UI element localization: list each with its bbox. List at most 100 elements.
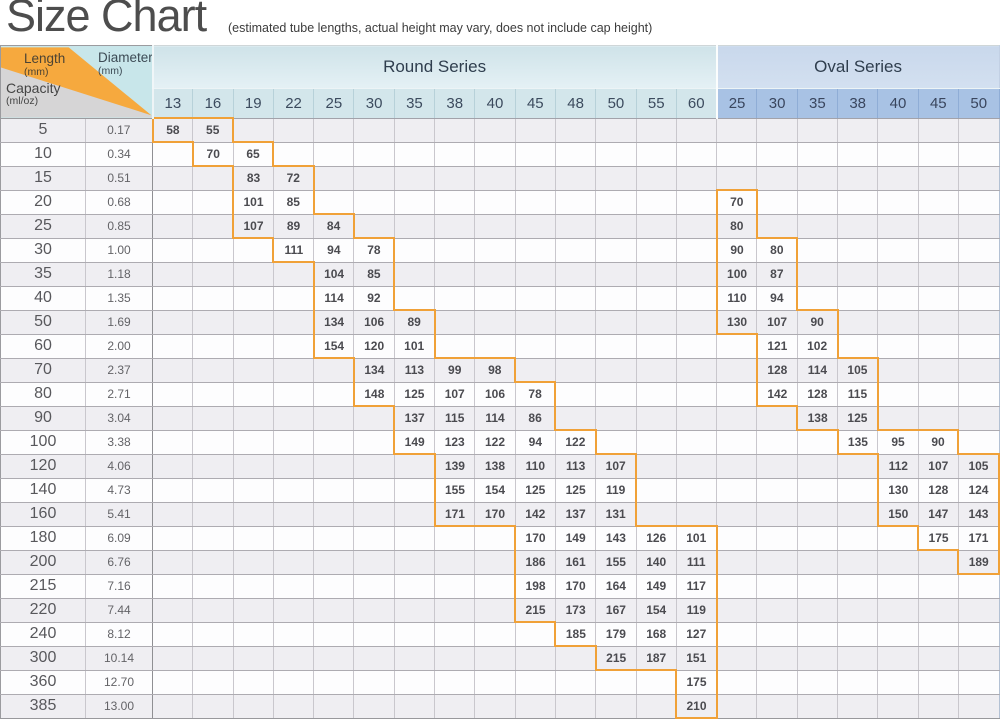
- empty-cell: [474, 525, 516, 551]
- empty-cell: [877, 285, 919, 311]
- empty-cell: [917, 645, 959, 671]
- oval-diameter-col-50: 50: [957, 88, 1000, 119]
- empty-cell: [393, 597, 436, 623]
- tube-length-cell: 111: [272, 237, 315, 263]
- tube-length-cell: 134: [312, 309, 355, 335]
- empty-cell: [434, 621, 476, 647]
- tube-length-cell: 179: [595, 621, 637, 647]
- empty-cell: [232, 621, 274, 647]
- tube-length-cell: 102: [796, 333, 839, 359]
- tube-length-cell: 115: [434, 405, 476, 431]
- tube-length-cell: 85: [272, 189, 315, 215]
- tube-length-cell: 120: [353, 333, 395, 359]
- tube-length-cell: 119: [595, 477, 638, 503]
- empty-cell: [192, 189, 234, 215]
- capacity-oz-cell: 0.34: [85, 141, 153, 167]
- tube-length-cell: 126: [635, 525, 677, 551]
- empty-cell: [756, 429, 798, 455]
- empty-cell: [796, 549, 839, 575]
- empty-cell: [957, 165, 1000, 191]
- tube-length-cell: 148: [352, 381, 395, 407]
- tube-length-cell: 107: [434, 381, 476, 407]
- capacity-row-220: 220 7.44 215 173 167 154 119: [0, 597, 1000, 623]
- tube-length-cell: 187: [635, 645, 677, 671]
- empty-cell: [957, 285, 1000, 311]
- empty-cell: [917, 117, 959, 143]
- empty-cell: [474, 261, 516, 287]
- empty-cell: [635, 477, 677, 503]
- capacity-ml-cell: 40: [0, 285, 86, 311]
- empty-cell: [313, 357, 355, 383]
- empty-cell: [393, 669, 436, 695]
- length-label: Length (mm): [24, 51, 66, 78]
- tube-length-cell: 105: [957, 453, 1000, 479]
- empty-cell: [635, 165, 677, 191]
- empty-cell: [837, 333, 879, 359]
- empty-cell: [192, 549, 234, 575]
- round-diameter-col-38: 38: [434, 88, 476, 119]
- empty-cell: [272, 429, 315, 455]
- empty-cell: [393, 645, 436, 671]
- tube-length-cell: 65: [232, 141, 275, 167]
- tube-length-cell: 113: [554, 453, 597, 479]
- tube-length-cell: 122: [474, 429, 516, 455]
- tube-length-cell: 115: [837, 381, 879, 407]
- oval-diameter-col-30: 30: [756, 88, 798, 119]
- empty-cell: [272, 477, 315, 503]
- empty-cell: [877, 621, 919, 647]
- empty-cell: [151, 261, 194, 287]
- tube-length-cell: 72: [272, 165, 315, 191]
- empty-cell: [796, 573, 839, 599]
- empty-cell: [635, 189, 677, 215]
- capacity-ml-cell: 60: [0, 333, 86, 359]
- empty-cell: [957, 645, 1000, 671]
- empty-cell: [756, 645, 798, 671]
- empty-cell: [877, 669, 919, 695]
- empty-cell: [837, 573, 879, 599]
- empty-cell: [393, 477, 436, 503]
- capacity-ml-cell: 5: [0, 117, 86, 143]
- empty-cell: [957, 669, 1000, 695]
- empty-cell: [796, 477, 839, 503]
- empty-cell: [796, 213, 839, 239]
- capacity-ml-cell: 120: [0, 453, 86, 479]
- empty-cell: [151, 645, 194, 671]
- empty-cell: [151, 405, 194, 431]
- tube-length-cell: 173: [554, 597, 597, 623]
- empty-cell: [151, 237, 194, 263]
- empty-cell: [917, 405, 959, 431]
- empty-cell: [837, 549, 879, 575]
- empty-cell: [313, 621, 355, 647]
- empty-cell: [957, 573, 1000, 599]
- empty-cell: [716, 501, 758, 527]
- empty-cell: [151, 333, 194, 359]
- capacity-oz-cell: 1.00: [85, 237, 153, 263]
- empty-cell: [151, 141, 194, 167]
- empty-cell: [232, 693, 274, 719]
- empty-cell: [514, 117, 556, 143]
- capacity-oz-cell: 1.18: [85, 261, 153, 287]
- empty-cell: [434, 141, 476, 167]
- empty-cell: [716, 597, 758, 623]
- empty-cell: [957, 189, 1000, 215]
- empty-cell: [151, 549, 194, 575]
- empty-cell: [675, 189, 718, 215]
- empty-cell: [716, 429, 758, 455]
- empty-cell: [313, 597, 355, 623]
- empty-cell: [272, 309, 315, 335]
- empty-cell: [192, 429, 234, 455]
- empty-cell: [232, 405, 274, 431]
- capacity-row-240: 240 8.12 185 179 168 127: [0, 621, 1000, 647]
- capacity-row-385: 385 13.00 210: [0, 693, 1000, 719]
- empty-cell: [716, 333, 758, 359]
- empty-cell: [635, 429, 677, 455]
- empty-cell: [232, 117, 274, 143]
- empty-cell: [796, 237, 839, 263]
- empty-cell: [957, 213, 1000, 239]
- empty-cell: [796, 429, 839, 455]
- empty-cell: [232, 645, 274, 671]
- empty-cell: [595, 357, 637, 383]
- capacity-oz-cell: 6.76: [85, 549, 153, 575]
- empty-cell: [232, 429, 274, 455]
- empty-cell: [716, 477, 758, 503]
